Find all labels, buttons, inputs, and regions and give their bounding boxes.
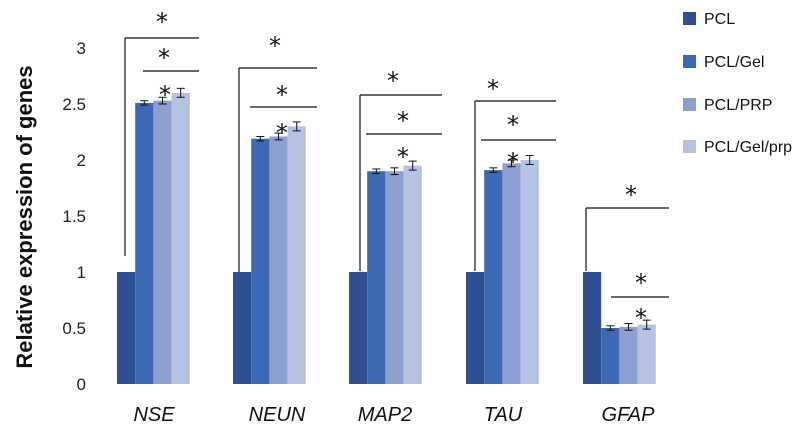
bar (619, 326, 638, 384)
legend-label: PCL (704, 11, 735, 28)
y-tick-label: 0.5 (62, 319, 86, 338)
category-label: TAU (484, 404, 523, 426)
category-label: GFAP (602, 404, 656, 426)
significance-star: * (635, 269, 647, 297)
significance-star: * (276, 119, 288, 147)
bar (385, 171, 404, 384)
bar (484, 170, 503, 384)
y-axis-label: Relative expression of genes (12, 65, 37, 368)
bar (251, 138, 270, 384)
category-labels: NSE NEUN MAP2 TAU GFAP (133, 404, 655, 426)
y-tick-label: 2.5 (62, 95, 86, 114)
significance-star: * (635, 304, 647, 332)
bar (637, 324, 656, 384)
y-tick-label: 1.5 (62, 207, 86, 226)
y-tick-label: 2 (77, 151, 86, 170)
significance-layer: * * * * * * * * * * * * * * * (124, 8, 669, 332)
legend-swatch (683, 12, 696, 25)
legend: PCL PCL/Gel PCL/PRP PCL/Gel/prp (683, 11, 792, 156)
y-tick-label: 3 (77, 39, 86, 58)
legend-swatch (683, 140, 696, 153)
bar (502, 163, 521, 384)
bar (233, 272, 252, 384)
category-label: MAP2 (358, 404, 412, 426)
significance-star: * (397, 107, 409, 135)
bar (153, 100, 172, 384)
bar (269, 136, 288, 384)
significance-star: * (507, 148, 519, 176)
y-axis: 0 0.5 1 1.5 2 2.5 3 (62, 39, 86, 394)
significance-star: * (156, 8, 168, 36)
bar (583, 272, 602, 384)
bar (135, 102, 154, 384)
legend-label: PCL/Gel/prp (704, 139, 792, 156)
significance-star: * (625, 181, 637, 209)
bar (171, 92, 190, 385)
significance-star: * (276, 81, 288, 109)
legend-swatch (683, 55, 696, 68)
category-label: NEUN (249, 404, 306, 426)
y-tick-label: 0 (77, 375, 86, 394)
legend-label: PCL/PRP (704, 97, 772, 114)
bar (367, 171, 386, 384)
bar (466, 272, 485, 384)
legend-label: PCL/Gel (704, 54, 764, 71)
bar (287, 126, 306, 385)
bar (349, 272, 368, 384)
category-label: NSE (133, 404, 175, 426)
bar (601, 328, 620, 384)
bar (520, 160, 539, 384)
legend-swatch (683, 98, 696, 111)
significance-star: * (387, 67, 399, 95)
bar (117, 272, 136, 384)
significance-star: * (158, 44, 170, 72)
significance-star: * (507, 111, 519, 139)
significance-star: * (269, 32, 281, 60)
significance-star: * (397, 143, 409, 171)
bar (403, 165, 422, 384)
significance-star: * (159, 81, 171, 109)
significance-star: * (487, 75, 499, 103)
bars-layer (117, 87, 656, 385)
y-tick-label: 1 (77, 263, 86, 282)
